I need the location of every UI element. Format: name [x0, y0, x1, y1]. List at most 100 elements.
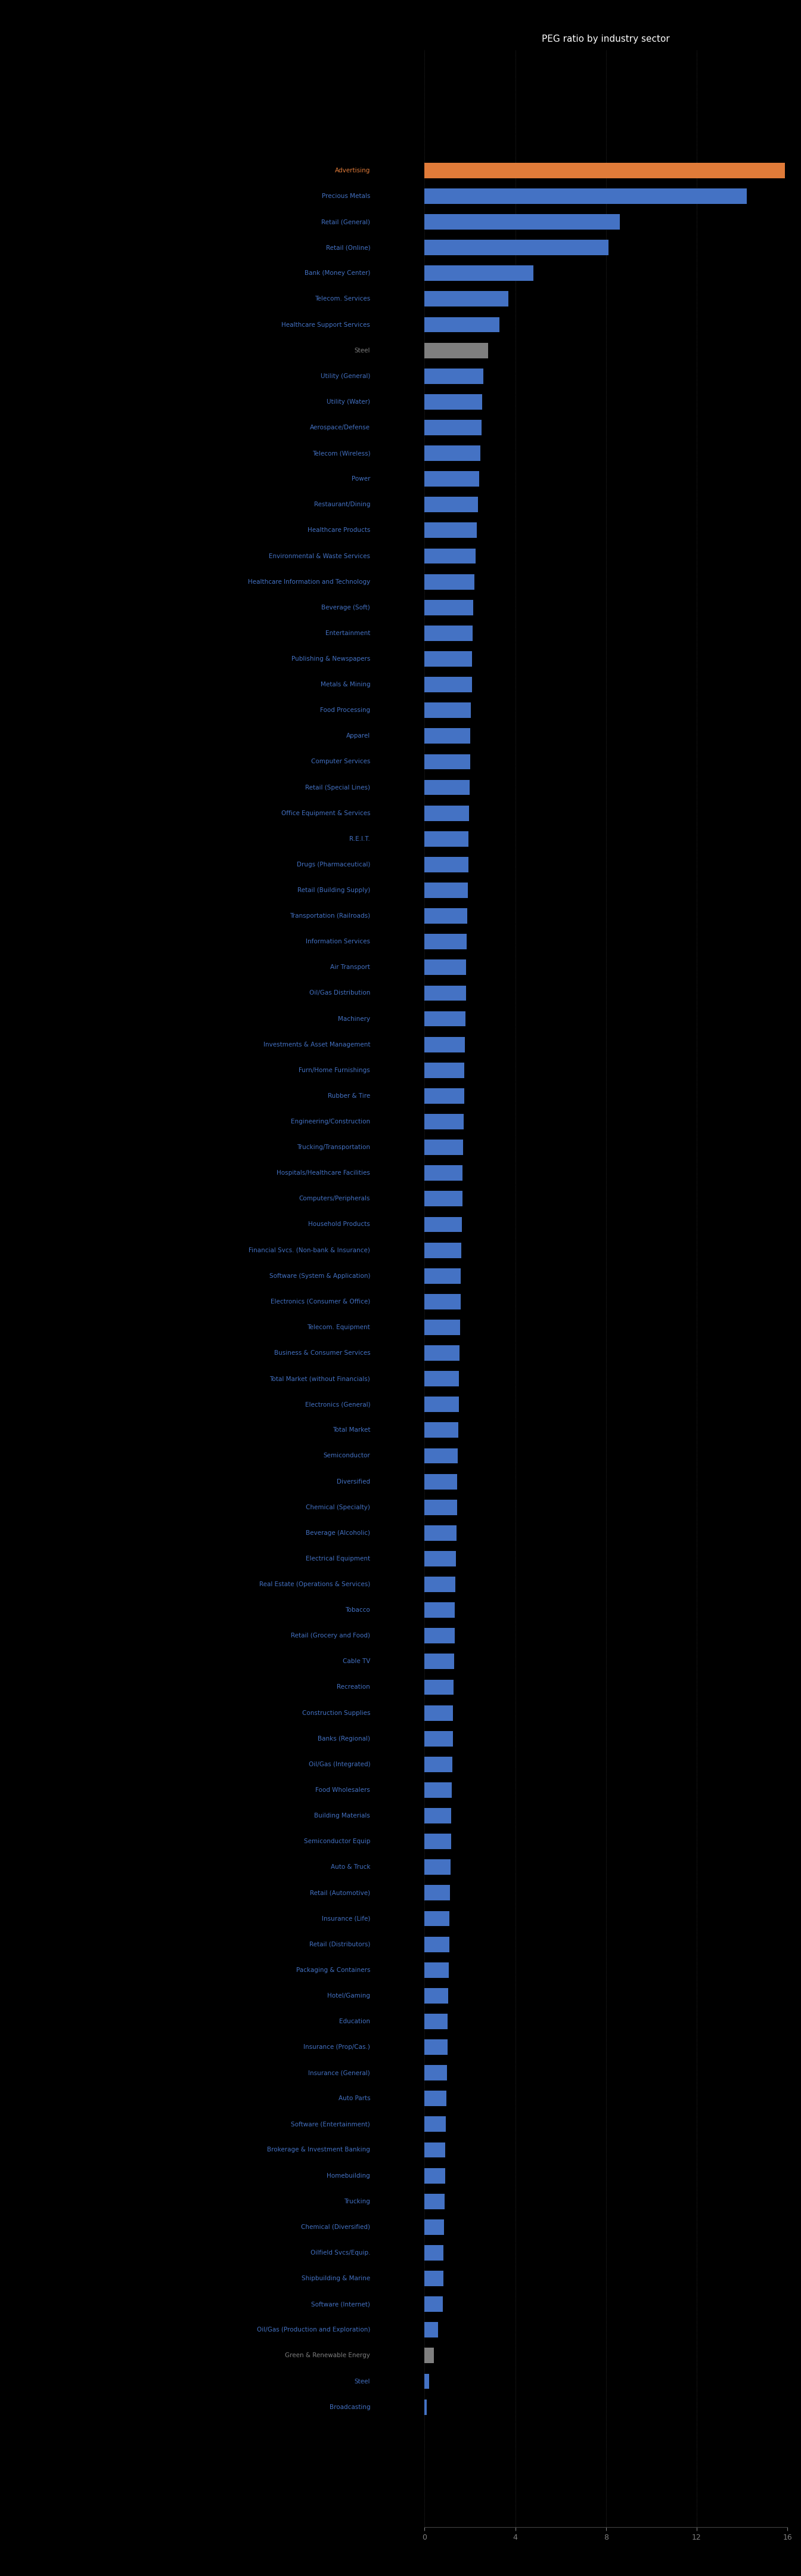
Text: Healthcare Information and Technology: Healthcare Information and Technology — [248, 580, 370, 585]
Text: R.E.I.T.: R.E.I.T. — [349, 835, 370, 842]
Bar — [425, 2272, 443, 2285]
Text: Environmental & Waste Services: Environmental & Waste Services — [269, 554, 370, 559]
Text: Retail (Grocery and Food): Retail (Grocery and Food) — [291, 1633, 370, 1638]
Bar — [425, 626, 473, 641]
Bar — [425, 1012, 465, 1025]
Bar — [425, 1448, 457, 1463]
Bar — [425, 1216, 462, 1231]
Bar — [425, 240, 608, 255]
Text: Cable TV: Cable TV — [343, 1659, 370, 1664]
Bar — [425, 2295, 443, 2311]
Text: Homebuilding: Homebuilding — [327, 2172, 370, 2179]
Text: Precious Metals: Precious Metals — [322, 193, 370, 198]
Bar — [425, 2040, 447, 2056]
Bar — [425, 497, 478, 513]
Text: Household Products: Household Products — [308, 1221, 370, 1226]
Text: Green & Renewable Energy: Green & Renewable Energy — [285, 2352, 370, 2360]
Bar — [425, 1319, 460, 1334]
Text: Retail (Distributors): Retail (Distributors) — [309, 1942, 370, 1947]
Bar — [425, 471, 479, 487]
Bar — [425, 1628, 454, 1643]
Bar — [425, 755, 470, 770]
Text: Oil/Gas (Integrated): Oil/Gas (Integrated) — [308, 1762, 370, 1767]
Text: Publishing & Newspapers: Publishing & Newspapers — [292, 657, 370, 662]
Text: Semiconductor Equip: Semiconductor Equip — [304, 1839, 370, 1844]
Text: Aerospace/Defense: Aerospace/Defense — [310, 425, 370, 430]
Text: Building Materials: Building Materials — [314, 1814, 370, 1819]
Text: Retail (Automotive): Retail (Automotive) — [310, 1891, 370, 1896]
Bar — [425, 1731, 453, 1747]
Bar — [425, 446, 480, 461]
Text: Chemical (Specialty): Chemical (Specialty) — [306, 1504, 370, 1510]
Text: Beverage (Alcoholic): Beverage (Alcoholic) — [306, 1530, 370, 1535]
Bar — [425, 2321, 438, 2336]
Text: Utility (General): Utility (General) — [320, 374, 370, 379]
Bar — [425, 1989, 449, 2004]
Bar — [425, 420, 481, 435]
Bar — [425, 961, 466, 976]
Text: Education: Education — [340, 2020, 370, 2025]
Text: Recreation: Recreation — [337, 1685, 370, 1690]
Bar — [425, 909, 467, 925]
Text: Beverage (Soft): Beverage (Soft) — [321, 605, 370, 611]
Text: Utility (Water): Utility (Water) — [327, 399, 370, 404]
Text: Food Wholesalers: Food Wholesalers — [316, 1788, 370, 1793]
Text: Tobacco: Tobacco — [345, 1607, 370, 1613]
Bar — [425, 1036, 465, 1051]
Bar — [425, 600, 473, 616]
Text: Insurance (Life): Insurance (Life) — [322, 1917, 370, 1922]
Bar — [425, 2372, 429, 2388]
Bar — [425, 265, 533, 281]
Bar — [425, 368, 484, 384]
Text: Insurance (Prop/Cas.): Insurance (Prop/Cas.) — [304, 2045, 370, 2050]
Bar — [425, 806, 469, 822]
Text: Brokerage & Investment Banking: Brokerage & Investment Banking — [268, 2146, 370, 2154]
Bar — [425, 1061, 465, 1077]
Text: Trucking/Transportation: Trucking/Transportation — [297, 1144, 370, 1151]
Text: Steel: Steel — [354, 2378, 370, 2385]
Bar — [425, 729, 470, 744]
Text: Auto Parts: Auto Parts — [338, 2094, 370, 2102]
Text: Telecom (Wireless): Telecom (Wireless) — [312, 451, 370, 456]
Bar — [425, 1808, 452, 1824]
Bar — [425, 1087, 464, 1103]
Bar — [425, 523, 477, 538]
Text: Office Equipment & Services: Office Equipment & Services — [281, 811, 370, 817]
Bar — [425, 1705, 453, 1721]
Bar — [425, 2195, 445, 2210]
Text: Entertainment: Entertainment — [325, 631, 370, 636]
Text: Broadcasting: Broadcasting — [329, 2403, 370, 2411]
Bar — [425, 291, 509, 307]
Bar — [425, 1757, 453, 1772]
Bar — [425, 1267, 461, 1283]
Bar — [425, 1293, 461, 1309]
Text: Furn/Home Furnishings: Furn/Home Furnishings — [299, 1066, 370, 1074]
Text: Shipbuilding & Marine: Shipbuilding & Marine — [301, 2275, 370, 2282]
Text: Restaurant/Dining: Restaurant/Dining — [314, 502, 370, 507]
Bar — [425, 1937, 449, 1953]
Text: Investments & Asset Management: Investments & Asset Management — [264, 1041, 370, 1048]
Bar — [425, 188, 747, 204]
Text: Electronics (Consumer & Office): Electronics (Consumer & Office) — [271, 1298, 370, 1303]
Bar — [425, 1242, 461, 1257]
Text: Construction Supplies: Construction Supplies — [302, 1710, 370, 1716]
Text: Power: Power — [352, 477, 370, 482]
Bar — [425, 1139, 463, 1154]
Text: Retail (General): Retail (General) — [321, 219, 370, 224]
Bar — [425, 1525, 457, 1540]
Text: Advertising: Advertising — [335, 167, 370, 173]
Bar — [425, 2169, 445, 2184]
Bar — [425, 394, 482, 410]
Text: Business & Consumer Services: Business & Consumer Services — [274, 1350, 370, 1355]
Text: Auto & Truck: Auto & Truck — [331, 1865, 370, 1870]
Bar — [425, 1860, 450, 1875]
Text: Trucking: Trucking — [344, 2197, 370, 2205]
Text: Chemical (Diversified): Chemical (Diversified) — [301, 2223, 370, 2231]
Bar — [425, 2398, 427, 2414]
Text: Electronics (General): Electronics (General) — [305, 1401, 370, 1406]
Bar — [425, 1164, 463, 1180]
Bar — [425, 2221, 444, 2236]
Bar — [425, 2143, 445, 2159]
Bar — [425, 935, 467, 951]
Text: Software (Entertainment): Software (Entertainment) — [291, 2120, 370, 2128]
